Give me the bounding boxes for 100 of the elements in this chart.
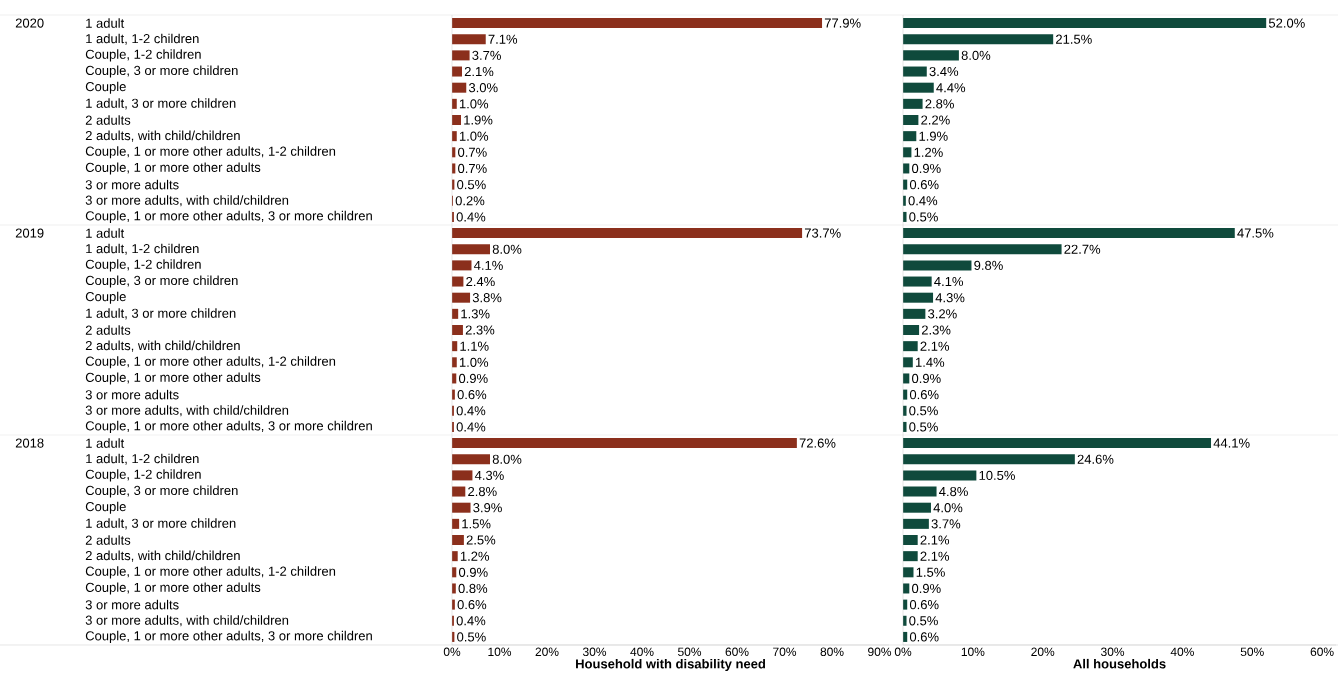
- y-tick-label: 1 adult, 1-2 children: [86, 33, 199, 45]
- x-tick-label: 20%: [1031, 647, 1055, 657]
- data-label: 4.1%: [934, 277, 964, 287]
- y-tick-label: Couple: [85, 81, 126, 94]
- data-label: 0.6%: [457, 600, 487, 610]
- y-tick-label: Couple, 3 or more children: [85, 65, 238, 78]
- data-label: 1.0%: [459, 357, 489, 367]
- data-label: 9.8%: [974, 260, 1003, 270]
- text: 2018: [15, 438, 44, 448]
- data-label: 1.0%: [459, 131, 489, 141]
- x-tick-label: 0%: [443, 647, 461, 657]
- y-tick-label: Couple, 1 or more other adults, 1-2 children: [85, 566, 336, 579]
- data-label: 1.2%: [914, 147, 943, 157]
- data-label: 0.2%: [455, 196, 485, 206]
- y-tick-label: 2 adults, with child/children: [85, 130, 240, 142]
- data-label: 8.0%: [961, 50, 991, 60]
- data-label: 1.1%: [460, 341, 489, 351]
- x-tick-label: 90%: [868, 647, 892, 657]
- y-tick-label: Couple, 1-2 children: [85, 469, 201, 482]
- data-label: 3.4%: [929, 66, 959, 77]
- data-label: 4.1%: [473, 260, 503, 270]
- data-label: 0.5%: [909, 406, 938, 416]
- data-label: 0.4%: [456, 212, 486, 222]
- data-label: 0.6%: [457, 390, 487, 400]
- data-label: 4.4%: [936, 83, 966, 93]
- data-label: 3.9%: [473, 503, 502, 513]
- data-label: 77.9%: [824, 18, 861, 28]
- data-label: 0.6%: [909, 390, 939, 400]
- data-label: 0.5%: [457, 632, 486, 642]
- y-tick-label: 3 or more adults, with child/children: [85, 405, 289, 417]
- data-label: 0.5%: [909, 616, 938, 626]
- y-tick-label: 1 adult: [86, 438, 125, 448]
- x-tick-label: 80%: [820, 647, 844, 657]
- data-label: 10.5%: [979, 470, 1015, 480]
- data-label: 4.3%: [474, 470, 504, 480]
- data-label: 0.9%: [912, 583, 941, 594]
- x-tick-label: 30%: [1100, 647, 1125, 657]
- y-tick-label: 3 or more adults: [85, 389, 179, 400]
- x-tick-label: 30%: [582, 647, 607, 657]
- data-label: 0.5%: [457, 180, 486, 190]
- x-tick-label: 50%: [677, 647, 702, 657]
- x-tick-label: 50%: [1240, 647, 1264, 657]
- data-label: 2.3%: [465, 325, 495, 335]
- data-label: 24.6%: [1077, 454, 1114, 464]
- y-tick-label: 2 adults: [85, 325, 131, 335]
- x-tick-label: 40%: [1170, 647, 1194, 657]
- y-tick-label: Couple, 3 or more children: [85, 485, 238, 498]
- data-label: 0.9%: [459, 373, 488, 384]
- data-label: 0.9%: [912, 373, 941, 384]
- data-label: 52.0%: [1268, 18, 1305, 28]
- data-label: 0.6%: [909, 632, 939, 642]
- data-label: 2.2%: [921, 115, 950, 125]
- y-tick-label: Couple, 1 or more other adults: [85, 162, 261, 175]
- data-label: 1.5%: [462, 519, 491, 529]
- x-axis-title: Household with disability need: [576, 658, 765, 672]
- y-tick-label: 2 adults, with child/children: [85, 340, 240, 352]
- text: 2020: [15, 18, 44, 28]
- y-tick-label: 1 adult: [86, 18, 125, 28]
- data-label: 4.0%: [933, 503, 963, 513]
- y-tick-label: 1 adult, 3 or more children: [86, 98, 236, 110]
- data-label: 8.0%: [492, 454, 522, 464]
- y-tick-label: 2 adults: [85, 115, 131, 125]
- data-label: 2.1%: [920, 535, 950, 545]
- data-label: 2.8%: [468, 486, 497, 497]
- data-label: 1.9%: [919, 131, 948, 141]
- y-tick-label: Couple, 1 or more other adults, 1-2 children: [85, 146, 336, 159]
- data-label: 73.7%: [804, 228, 841, 238]
- y-tick-label: 2 adults, with child/children: [85, 550, 240, 562]
- y-tick-label: 2 adults: [85, 535, 131, 545]
- data-label: 1.2%: [460, 551, 490, 561]
- y-tick-label: 1 adult, 1-2 children: [86, 243, 199, 255]
- y-tick-label: Couple, 1 or more other adults: [85, 582, 261, 595]
- y-tick-label: 1 adult: [86, 228, 125, 238]
- data-label: 4.3%: [935, 293, 965, 303]
- data-label: 3.0%: [468, 83, 498, 93]
- data-label: 0.6%: [909, 600, 939, 610]
- data-label: 0.5%: [909, 422, 938, 432]
- y-tick-label: 3 or more adults, with child/children: [85, 615, 289, 627]
- x-tick-label: 40%: [630, 647, 654, 657]
- data-label: 4.8%: [939, 486, 968, 497]
- data-label: 0.8%: [458, 583, 488, 594]
- data-label: 0.4%: [908, 196, 938, 206]
- data-label: 8.0%: [492, 244, 522, 254]
- x-tick-label: 70%: [773, 647, 797, 657]
- y-tick-label: Couple, 1 or more other adults, 3 or more children: [85, 630, 372, 643]
- data-label: 1.4%: [915, 357, 945, 367]
- y-tick-label: Couple, 1-2 children: [85, 49, 201, 62]
- data-label: 44.1%: [1213, 438, 1250, 448]
- data-label: 0.4%: [456, 616, 486, 626]
- data-label: 2.5%: [466, 535, 496, 545]
- y-tick-label: 1 adult, 3 or more children: [86, 308, 236, 320]
- y-tick-label: Couple, 1-2 children: [85, 259, 201, 272]
- data-label: 2.1%: [464, 66, 494, 77]
- y-tick-label: Couple: [85, 501, 126, 514]
- data-label: 1.9%: [464, 115, 493, 125]
- y-tick-label: Couple, 1 or more other adults, 1-2 children: [85, 356, 336, 369]
- data-label: 2.1%: [920, 341, 950, 351]
- data-label: 3.7%: [472, 50, 501, 60]
- y-tick-label: 3 or more adults: [85, 599, 179, 610]
- y-tick-label: 3 or more adults, with child/children: [85, 195, 289, 207]
